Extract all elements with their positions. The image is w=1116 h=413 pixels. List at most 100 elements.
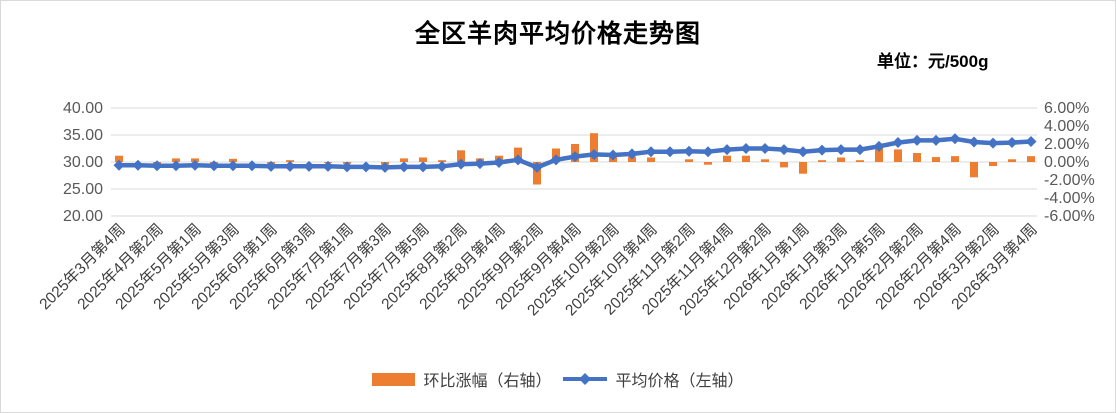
diamond-marker [189,159,201,171]
diamond-marker [550,154,562,166]
diamond-marker [588,148,600,160]
unit-label: 单位：元/500g [877,52,989,71]
bar [856,160,864,162]
diamond-marker [322,160,334,172]
svg-text:20.00: 20.00 [63,208,103,225]
diamond-marker [740,143,752,154]
diamond-marker [949,133,961,145]
bar [172,158,180,162]
diamond-marker [379,161,391,173]
diamond-marker [1006,137,1018,149]
diamond-marker [797,146,809,158]
svg-text:0.00%: 0.00% [1044,154,1089,171]
diamond-marker [113,159,125,171]
diamond-marker [493,157,505,169]
bar [457,150,465,162]
svg-text:4.00%: 4.00% [1044,118,1089,135]
bar [1027,156,1035,162]
diamond-marker [1025,135,1037,147]
bar [989,162,997,167]
diamond-marker [360,161,372,173]
bar [685,159,693,162]
diamond-marker [930,134,942,146]
diamond-marker [569,151,581,163]
diamond-marker [436,160,448,172]
legend-bar-label: 环比涨幅（右轴） [423,373,552,390]
diamond-marker [759,143,771,154]
bar [761,159,769,162]
bar [115,155,123,162]
diamond-marker [474,158,486,170]
line-series-swatch [562,373,607,385]
bar [818,160,826,162]
svg-text:6.00%: 6.00% [1044,100,1089,117]
diamond-marker [208,160,220,172]
diamond-marker [417,161,429,173]
diamond-marker [778,144,790,156]
bar [875,147,883,162]
x-axis-labels: 2025年3月第4周2025年4月第2周2025年5月第1周2025年5月第3周… [36,220,1041,319]
legend-line-label: 平均价格（左轴） [615,373,744,390]
diamond-marker [246,160,258,172]
diamond-marker [531,161,543,173]
diamond-marker [170,160,182,172]
diamond-marker [645,146,657,158]
diamond-marker [664,146,676,158]
diamond-marker [835,144,847,156]
diamond-marker [512,154,524,166]
bar [932,157,940,162]
legend-item-line: 平均价格（左轴） [562,367,744,391]
diamond-marker [854,144,866,156]
right-axis-tick-labels: 6.00%4.00%2.00%0.00%-2.00%-4.00%-6.00% [1044,100,1095,225]
left-axis-tick-labels: 40.00 35.00 30.00 25.00 20.00 [63,100,103,225]
bar [799,162,807,174]
bar [951,156,959,162]
diamond-marker [227,160,239,172]
diamond-marker [721,144,733,156]
svg-text:-4.00%: -4.00% [1044,190,1095,207]
diamond-marker [132,159,144,171]
diamond-marker [968,136,980,148]
svg-text:-6.00%: -6.00% [1044,208,1095,225]
bar [742,155,750,162]
legend-item-bar: 环比涨幅（右轴） [372,367,552,391]
svg-text:25.00: 25.00 [63,181,103,198]
diamond-marker [398,161,410,173]
bar [723,155,731,162]
bar [894,149,902,162]
diamond-marker [702,146,714,158]
svg-text:30.00: 30.00 [63,154,103,171]
diamond-marker [816,144,828,156]
diamond-marker [683,145,695,157]
svg-text:2.00%: 2.00% [1044,136,1089,153]
diamond-marker [911,134,923,146]
bar [704,162,712,165]
bar [400,158,408,162]
bar [913,153,921,162]
bar [419,157,427,162]
bar [533,162,541,185]
diamond-marker [341,161,353,173]
bar [837,157,845,162]
bar [970,162,978,178]
diamond-marker [151,160,163,172]
diamond-marker [455,158,467,170]
bar [590,133,598,162]
chart-title: 全区羊肉平均价格走势图 [414,20,701,48]
bar [780,162,788,168]
diamond-marker [626,148,638,160]
diamond-marker [873,140,885,152]
chart-legend: 环比涨幅（右轴） 平均价格（左轴） [1,367,1115,391]
diamond-marker [987,137,999,149]
svg-text:35.00: 35.00 [63,127,103,144]
diamond-marker [303,160,315,172]
bar-series-swatch [372,372,416,386]
diamond-marker [265,160,277,172]
price-line-markers [113,133,1037,173]
gridlines [111,107,1037,217]
svg-text:40.00: 40.00 [63,100,103,117]
diamond-marker [607,149,619,161]
diamond-marker [284,160,296,172]
